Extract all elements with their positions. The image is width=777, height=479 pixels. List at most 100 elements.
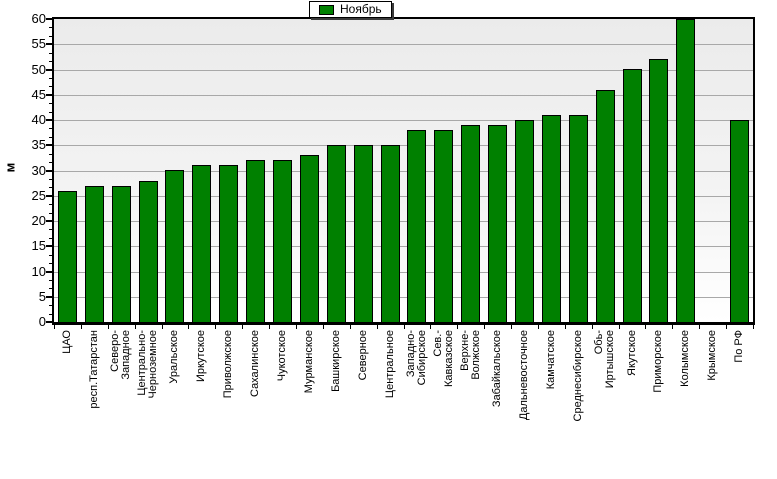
x-axis-tick xyxy=(295,325,297,329)
x-axis-tick xyxy=(80,325,82,329)
bar-Мурманское xyxy=(299,155,319,322)
y-tick-label: 20 xyxy=(31,213,46,228)
y-minor-tick xyxy=(49,136,52,138)
y-minor-tick xyxy=(49,212,52,214)
x-axis-tick xyxy=(726,325,728,329)
x-axis-tick xyxy=(349,325,351,329)
y-tick-label: 50 xyxy=(31,61,46,77)
y-tick-label: 35 xyxy=(31,137,46,153)
y-minor-tick xyxy=(49,111,52,113)
y-major-tick xyxy=(46,144,52,147)
y-minor-tick xyxy=(49,52,52,54)
y-minor-tick xyxy=(49,263,52,265)
bar-Приволжское xyxy=(219,165,239,322)
gridline xyxy=(54,120,753,121)
x-axis-tick xyxy=(457,325,459,329)
x-axis-tick xyxy=(537,325,539,329)
gridline xyxy=(54,221,753,222)
x-axis-tick xyxy=(699,325,701,329)
gridline xyxy=(54,170,753,172)
y-major-tick xyxy=(46,93,52,96)
gridline xyxy=(54,145,753,147)
bar-Среднесибирское xyxy=(568,115,588,322)
y-minor-tick xyxy=(49,288,52,290)
x-axis-tick xyxy=(753,325,754,329)
y-minor-tick xyxy=(49,204,52,206)
x-axis-tick xyxy=(591,325,593,329)
y-minor-tick xyxy=(49,313,52,315)
x-axis-tick xyxy=(188,325,190,329)
y-major-tick xyxy=(46,194,52,197)
x-axis-tick xyxy=(645,325,647,329)
bar-респ.Татарстан xyxy=(84,186,104,322)
y-minor-tick xyxy=(49,162,52,164)
y-minor-tick xyxy=(49,305,52,307)
y-tick-label: 30 xyxy=(31,162,46,178)
bar-Забайкальское xyxy=(488,125,508,322)
legend: Ноябрь xyxy=(309,1,392,18)
bar-Башкирское xyxy=(326,145,346,322)
y-major-tick xyxy=(46,245,52,248)
y-major-tick xyxy=(46,169,52,172)
y-minor-tick xyxy=(49,178,52,180)
y-major-tick xyxy=(46,270,52,273)
bar-Дальневосточное xyxy=(514,120,534,322)
y-tick-label: 10 xyxy=(31,263,46,279)
bar-Центральное xyxy=(380,145,400,322)
gridline xyxy=(54,94,753,96)
bar-Верхне-Волжское xyxy=(461,125,481,322)
gridline xyxy=(54,246,753,248)
x-axis-tick xyxy=(322,325,324,329)
x-axis-tick xyxy=(215,325,217,329)
x-axis-tick xyxy=(376,325,378,329)
bar-ЦАО xyxy=(57,191,77,322)
bar-Центрально-Черноземное xyxy=(138,181,158,322)
y-tick-label: 40 xyxy=(31,112,46,127)
x-axis-tick xyxy=(511,325,513,329)
bar-Сев.-Кавказское xyxy=(434,130,454,322)
bar-Сахалинское xyxy=(246,160,266,322)
y-major-tick xyxy=(46,43,52,46)
y-tick-label: 5 xyxy=(38,288,46,304)
x-axis-tick xyxy=(618,325,620,329)
y-minor-tick xyxy=(49,27,52,29)
gridline xyxy=(54,296,753,298)
y-minor-tick xyxy=(49,279,52,281)
gridline xyxy=(54,69,753,71)
x-axis-tick xyxy=(269,325,271,329)
plot-area xyxy=(52,17,755,325)
y-minor-tick xyxy=(49,153,52,155)
bar-Северное xyxy=(353,145,373,322)
y-major-tick xyxy=(46,68,52,71)
y-tick-label: 15 xyxy=(31,238,46,254)
y-tick-label: 25 xyxy=(31,187,46,203)
legend-label: Ноябрь xyxy=(340,2,382,16)
x-axis-tick xyxy=(54,325,55,329)
x-axis-tick xyxy=(134,325,136,329)
y-minor-tick xyxy=(49,254,52,256)
bar-Чукотское xyxy=(273,160,293,322)
y-minor-tick xyxy=(49,187,52,189)
gridline xyxy=(54,44,753,46)
bar-Колымское xyxy=(676,19,696,322)
y-minor-tick xyxy=(49,35,52,37)
bar-Уральское xyxy=(165,170,185,322)
y-tick-label: 60 xyxy=(31,11,46,26)
y-minor-tick xyxy=(49,237,52,239)
y-tick-label: 45 xyxy=(31,86,46,102)
y-tick-label: 55 xyxy=(31,36,46,52)
x-axis-tick xyxy=(107,325,109,329)
y-minor-tick xyxy=(49,103,52,105)
y-tick-label: 0 xyxy=(38,314,46,329)
x-axis-tick xyxy=(484,325,486,329)
y-major-tick xyxy=(46,220,52,222)
y-minor-tick xyxy=(49,61,52,63)
x-axis-tick xyxy=(403,325,405,329)
x-axis-tick xyxy=(564,325,566,329)
bar-Северо-Западное xyxy=(111,186,131,322)
y-minor-tick xyxy=(49,86,52,88)
x-axis-tick xyxy=(672,325,674,329)
y-major-tick xyxy=(46,18,52,20)
y-minor-tick xyxy=(49,77,52,79)
